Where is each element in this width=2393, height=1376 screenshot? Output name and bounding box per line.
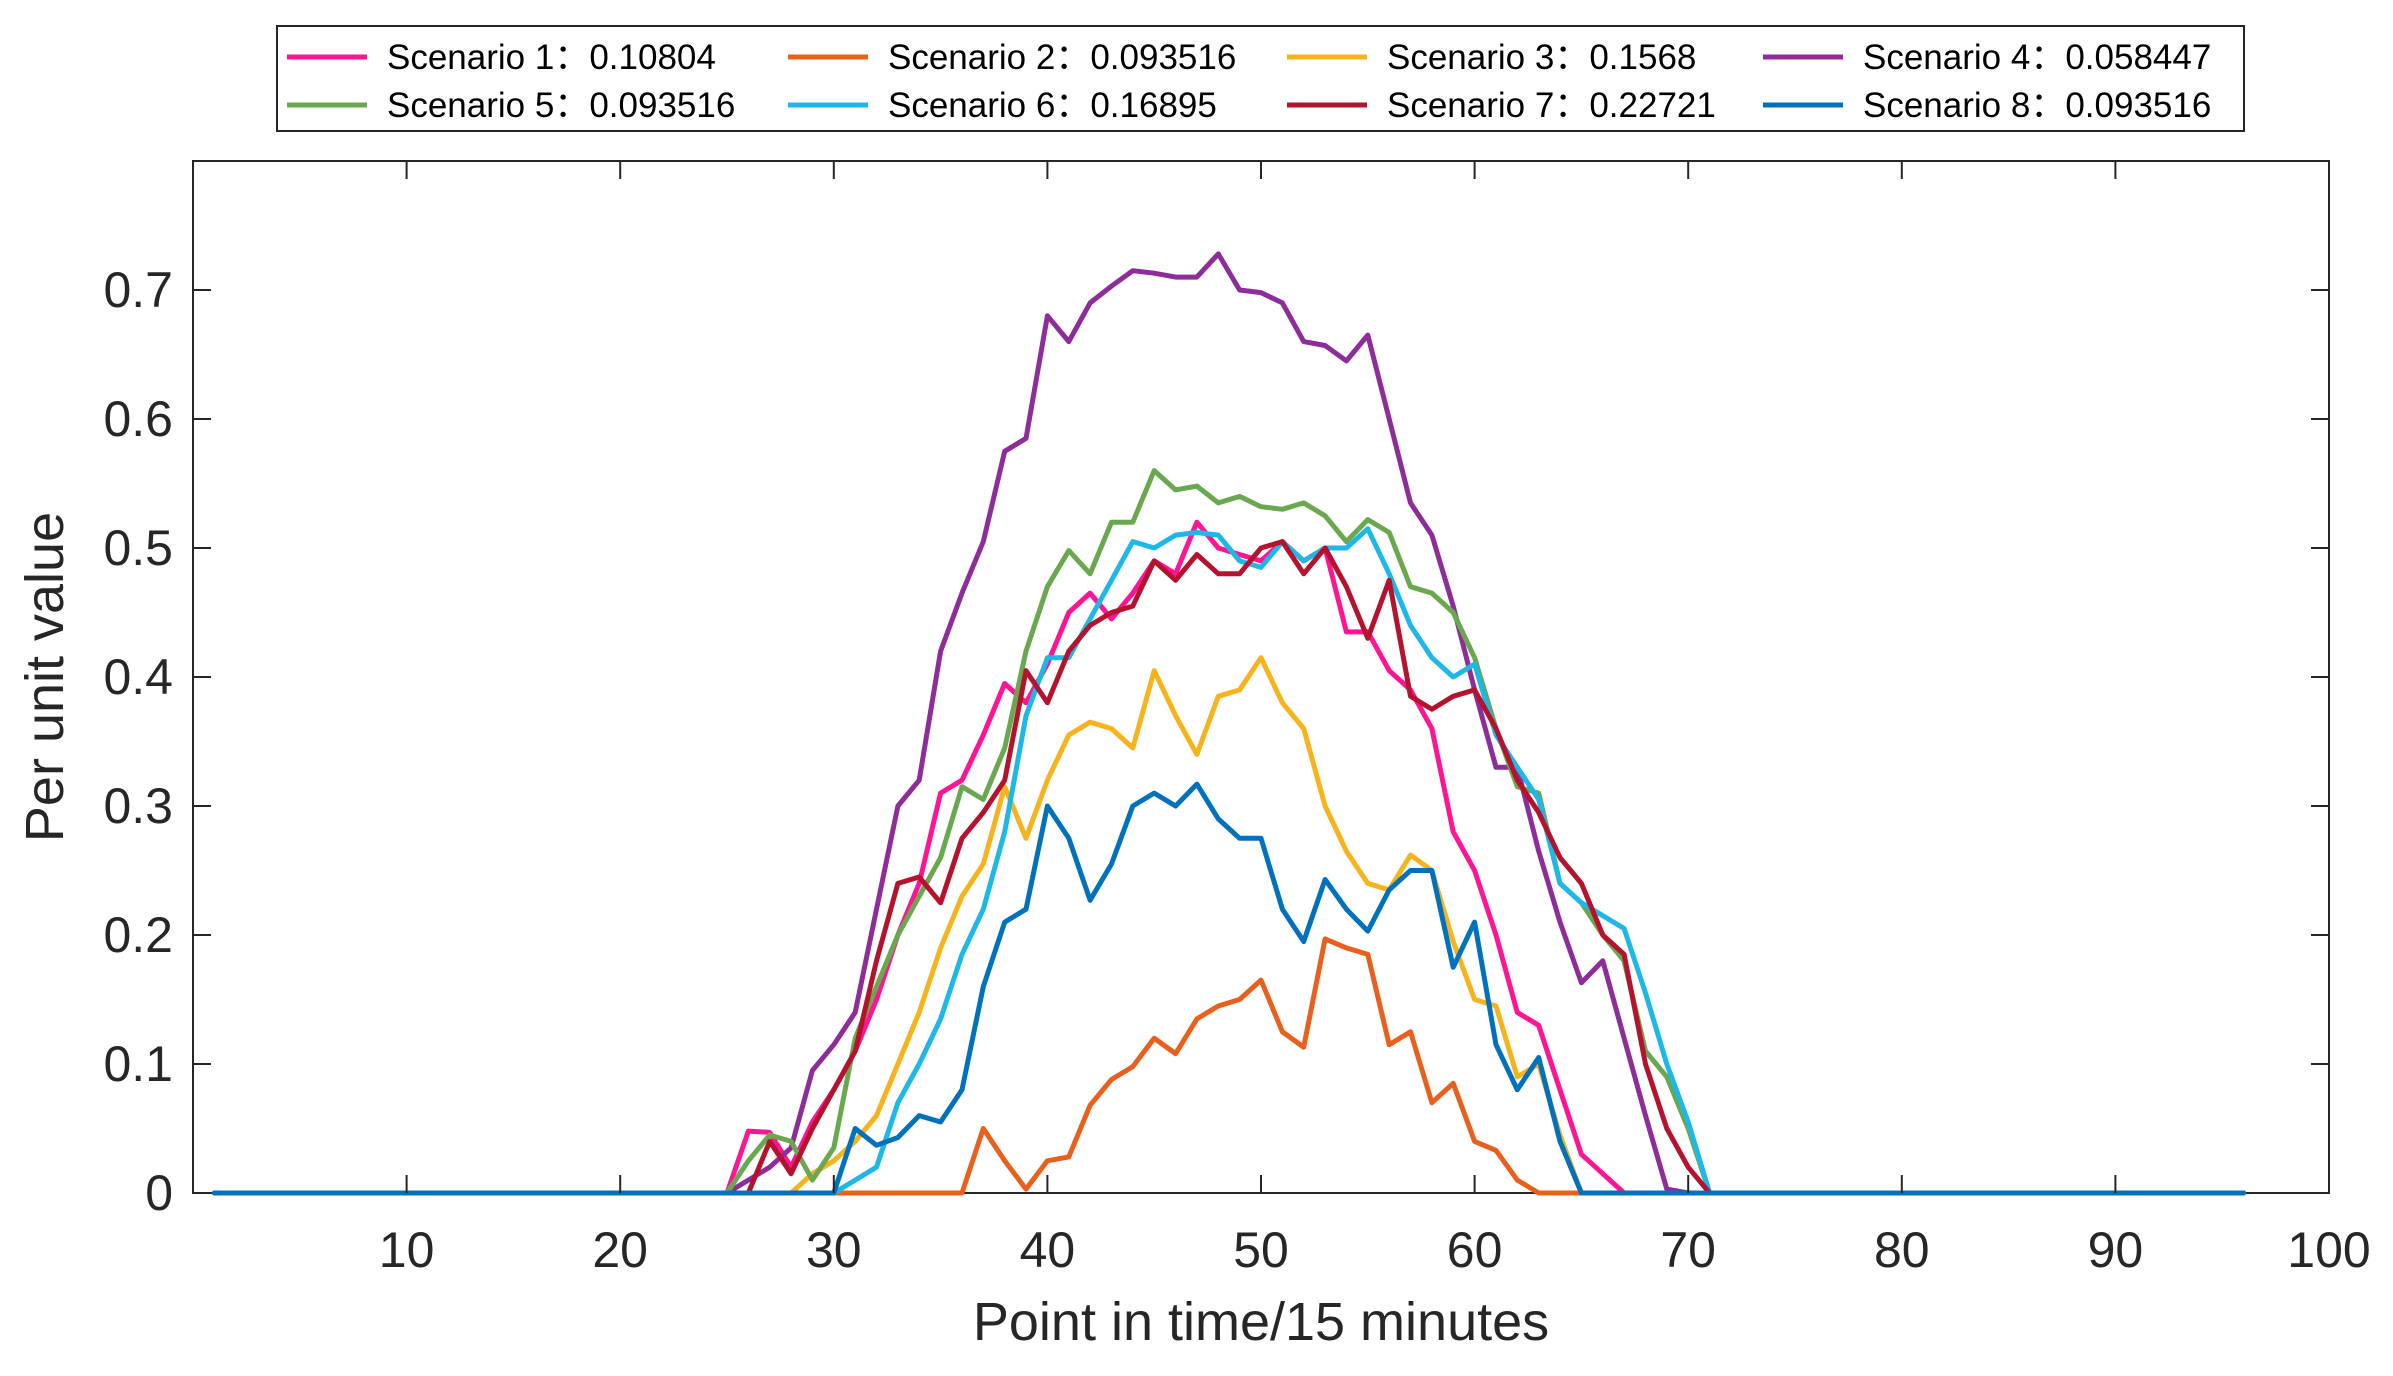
y-tick-label: 0 (145, 1165, 173, 1221)
series-line-scenario-2 (211, 936, 2247, 1196)
series-line-scenario-4 (211, 251, 2247, 1196)
y-tick-label: 0.1 (103, 1036, 173, 1092)
legend-label-scenario-7: Scenario 7：0.22721 (1387, 86, 1716, 125)
x-tick-label: 50 (1233, 1222, 1289, 1278)
y-tick-label: 0.4 (103, 649, 173, 705)
legend-label-scenario-5: Scenario 5：0.093516 (387, 86, 735, 125)
x-tick-label: 100 (2287, 1222, 2370, 1278)
x-tick-label: 90 (2088, 1222, 2144, 1278)
y-tick-label: 0.3 (103, 778, 173, 834)
legend-label-scenario-8: Scenario 8：0.093516 (1863, 86, 2211, 125)
legend-label-scenario-4: Scenario 4：0.058447 (1863, 38, 2211, 77)
x-tick-label: 20 (592, 1222, 648, 1278)
series-line-scenario-7 (211, 539, 2247, 1196)
y-tick-label: 0.2 (103, 907, 173, 963)
x-axis-title: Point in time/15 minutes (973, 1292, 1549, 1352)
legend-label-scenario-2: Scenario 2：0.093516 (888, 38, 1236, 77)
x-tick-label: 60 (1447, 1222, 1503, 1278)
series-line-scenario-3 (211, 655, 2247, 1196)
y-tick-label: 0.5 (103, 520, 173, 576)
y-tick-label: 0.6 (103, 391, 173, 447)
y-tick-label: 0.7 (103, 262, 173, 318)
legend-label-scenario-6: Scenario 6：0.16895 (888, 86, 1217, 125)
series-line-scenario-8 (211, 781, 2247, 1196)
y-axis-title: Per unit value (15, 512, 75, 842)
x-tick-label: 10 (379, 1222, 435, 1278)
legend-label-scenario-1: Scenario 1：0.10804 (387, 38, 716, 77)
series-layer (211, 251, 2247, 1196)
legend-box (276, 25, 2245, 132)
series-line-scenario-1 (211, 519, 2247, 1196)
x-tick-label: 30 (806, 1222, 862, 1278)
x-tick-label: 40 (1020, 1222, 1076, 1278)
plot-area (192, 160, 2330, 1194)
series-line-scenario-6 (211, 526, 2247, 1196)
legend-label-scenario-3: Scenario 3：0.1568 (1387, 38, 1696, 77)
x-tick-label: 70 (1660, 1222, 1716, 1278)
x-tick-label: 80 (1874, 1222, 1930, 1278)
axes-layer: 10 20 30 40 50 60 70 80 90 100 0 0.1 0.2 0.3 0.4 0.5 0.6… (103, 161, 2371, 1278)
legend: Scenario 1：0.10804 Scenario 2：0.093516 Sce… (276, 25, 2245, 132)
